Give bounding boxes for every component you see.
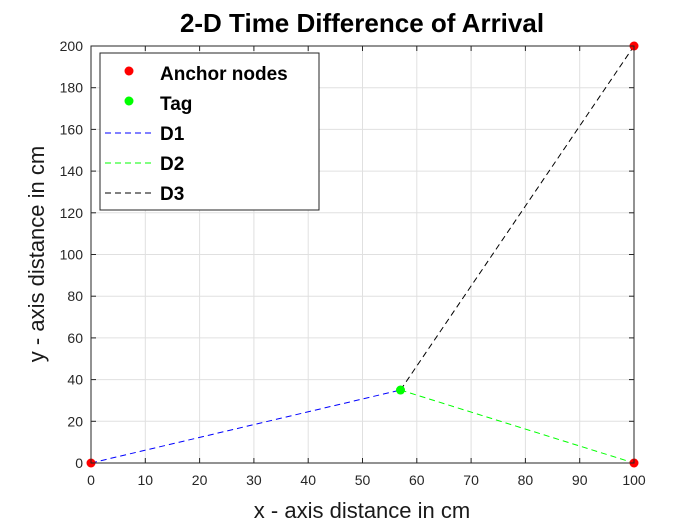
x-tick-label: 20 xyxy=(192,472,208,488)
legend: Anchor nodes Tag D1 D2 D3 xyxy=(99,52,320,211)
x-tick-label: 30 xyxy=(246,472,262,488)
y-tick-label: 60 xyxy=(67,330,83,346)
y-tick-label: 40 xyxy=(67,372,83,388)
y-tick-label: 80 xyxy=(67,288,83,304)
x-tick-label: 0 xyxy=(87,472,95,488)
chart-title: 2-D Time Difference of Arrival xyxy=(180,8,544,38)
line-d2 xyxy=(400,389,635,464)
ticks: 0 10 20 30 40 50 60 70 80 90 100 0 20 40 60 80 100 120 140… xyxy=(60,38,646,488)
legend-box xyxy=(99,52,320,211)
line-d1 xyxy=(90,389,401,464)
legend-label-anchor-nodes: Anchor nodes xyxy=(160,64,288,85)
legend-label-d1: D1 xyxy=(160,124,185,145)
legend-marker-tag xyxy=(124,96,134,106)
x-tick-label: 80 xyxy=(518,472,534,488)
legend-label-d3: D3 xyxy=(160,184,184,205)
legend-label-d2: D2 xyxy=(160,154,184,175)
y-tick-label: 20 xyxy=(67,413,83,429)
y-tick-label: 160 xyxy=(60,121,84,137)
legend-label-tag: Tag xyxy=(160,94,192,115)
y-tick-label: 100 xyxy=(60,247,84,263)
series-lines xyxy=(90,45,635,464)
y-tick-label: 120 xyxy=(60,205,84,221)
x-tick-label: 60 xyxy=(409,472,425,488)
y-tick-label: 200 xyxy=(60,38,84,54)
y-axis-label: y - axis distance in cm xyxy=(24,146,49,362)
x-tick-label: 70 xyxy=(463,472,479,488)
x-axis-label: x - axis distance in cm xyxy=(254,498,470,523)
y-tick-label: 180 xyxy=(60,80,84,96)
x-tick-label: 40 xyxy=(300,472,316,488)
x-tick-label: 90 xyxy=(572,472,588,488)
y-tick-label: 0 xyxy=(75,455,83,471)
point-tag xyxy=(396,385,406,395)
x-tick-label: 100 xyxy=(622,472,646,488)
x-tick-label: 10 xyxy=(138,472,154,488)
x-tick-label: 50 xyxy=(355,472,371,488)
legend-marker-anchor-nodes xyxy=(124,66,134,76)
y-tick-label: 140 xyxy=(60,163,84,179)
